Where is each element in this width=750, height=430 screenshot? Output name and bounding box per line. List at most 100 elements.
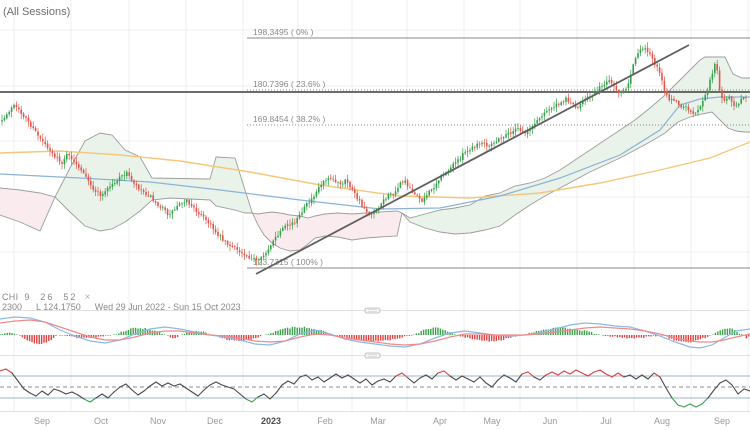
macd-histogram-bar — [28, 335, 31, 342]
oscillator-line-segment — [11, 372, 19, 382]
oscillator-line-segment — [191, 391, 199, 397]
oscillator-line-segment — [533, 376, 541, 381]
macd-histogram-bar — [411, 335, 413, 336]
macd-histogram-bar — [633, 335, 635, 339]
macd-histogram-bar — [83, 335, 85, 338]
candle-body — [565, 97, 567, 102]
indicator-close-icon[interactable]: × — [84, 292, 91, 303]
candle-body — [730, 96, 733, 102]
fibonacci-levels[interactable]: 198.3495 ( 0% ) 180.7396 ( 23.6% ) 169.845… — [0, 27, 750, 269]
candle-body — [603, 84, 606, 87]
macd-histogram-bar — [745, 335, 748, 339]
ascending-trend-line[interactable] — [255, 44, 690, 275]
oscillator-line-segment — [365, 378, 373, 386]
oscillator-line-segment — [119, 383, 127, 388]
candle-body — [284, 225, 286, 229]
macd-histogram-bar — [387, 335, 389, 341]
candle-body — [690, 110, 692, 112]
macd-histogram-bar — [255, 335, 257, 339]
candle-body — [339, 182, 342, 185]
oscillator-line-segment — [5, 368, 13, 374]
candle-body — [238, 250, 241, 253]
candle-body — [639, 49, 642, 53]
oscillator-line-segment — [455, 375, 463, 381]
candle-body — [342, 183, 344, 185]
macd-histogram-bar — [643, 335, 645, 338]
oscillator-line-segment — [569, 369, 577, 375]
pane-resize-handle[interactable] — [364, 307, 381, 314]
candle-body — [236, 247, 238, 250]
fib-level-label-23.6%: 180.7396 ( 23.6% ) — [253, 79, 325, 89]
oscillator-line-segment — [545, 371, 553, 376]
candle-body — [327, 178, 330, 181]
trend-line[interactable] — [255, 44, 690, 275]
candle-body — [654, 58, 656, 65]
candle-body — [454, 162, 457, 164]
oscillator-line-segment — [557, 370, 565, 376]
candle-body — [366, 208, 368, 212]
macd-histogram-bar — [363, 335, 365, 342]
macd-histogram-bar — [257, 335, 259, 338]
macd-histogram-bar — [100, 335, 102, 337]
macd-histogram-bar — [621, 335, 623, 338]
oscillator-line-segment — [287, 380, 295, 385]
macd-histogram-bar — [590, 331, 593, 335]
macd-histogram-bar — [640, 335, 643, 338]
macd-histogram-bar — [294, 326, 296, 335]
oscillator-line-segment — [53, 388, 61, 392]
macd-histogram-bar — [43, 335, 45, 343]
fib-level-label-100%: 123.7315 ( 100% ) — [253, 257, 323, 267]
candle-body — [258, 259, 260, 261]
x-axis-month-label: Mar — [370, 416, 386, 426]
macd-histogram-bar — [471, 335, 474, 340]
pane-resize-handles[interactable] — [364, 307, 381, 359]
candle-body — [543, 112, 546, 116]
candle-body — [294, 222, 296, 224]
oscillator-line-segment — [635, 374, 643, 380]
oscillator-line-segment — [497, 374, 505, 381]
candle-body — [178, 203, 181, 206]
macd-histogram-bar — [355, 335, 358, 341]
macd-histogram-bar — [645, 335, 647, 337]
candle-body — [219, 235, 222, 237]
candle-body — [373, 212, 375, 215]
fib-level-label-0%: 198.3495 ( 0% ) — [253, 27, 314, 37]
macd-histogram-bar — [360, 335, 363, 341]
macd-histogram-bar — [289, 328, 291, 335]
macd-histogram-bar — [16, 334, 18, 335]
candle-body — [154, 201, 157, 203]
oscillator-line-segment — [137, 390, 145, 396]
macd-histogram-bar — [697, 335, 699, 340]
macd-histogram-bar — [296, 327, 298, 335]
macd-histogram-bar — [418, 333, 420, 335]
candle-body — [265, 253, 267, 256]
macd-histogram-bar — [741, 334, 743, 335]
oscillator-line-segment — [305, 374, 313, 381]
x-axis-month-label: Feb — [317, 416, 333, 426]
pane-resize-handle[interactable] — [364, 352, 381, 359]
oscillator-line-segment — [0, 368, 7, 372]
macd-histogram-bar — [706, 335, 709, 337]
candle-body — [337, 182, 339, 183]
macd-histogram-bar — [399, 335, 401, 339]
oscillator-line-segment — [629, 374, 637, 380]
candle-body — [450, 167, 452, 171]
candle-body — [200, 214, 202, 215]
oscillator-line-segment — [467, 378, 475, 383]
oscillator-line-segment — [431, 372, 439, 380]
candle-body — [392, 194, 394, 195]
candle-body — [704, 94, 706, 101]
candle-body — [301, 212, 303, 215]
candle-body — [102, 193, 104, 196]
candle-body — [476, 143, 478, 148]
candle-body — [226, 240, 229, 245]
macd-histogram-bar — [370, 335, 372, 342]
candle-body — [61, 162, 63, 164]
oscillator-line-segment — [503, 374, 511, 379]
candle-body — [222, 235, 224, 241]
macd-histogram-bar — [748, 335, 750, 337]
candle-body — [279, 230, 282, 236]
candle-body — [70, 155, 73, 160]
candle-body — [421, 198, 423, 202]
